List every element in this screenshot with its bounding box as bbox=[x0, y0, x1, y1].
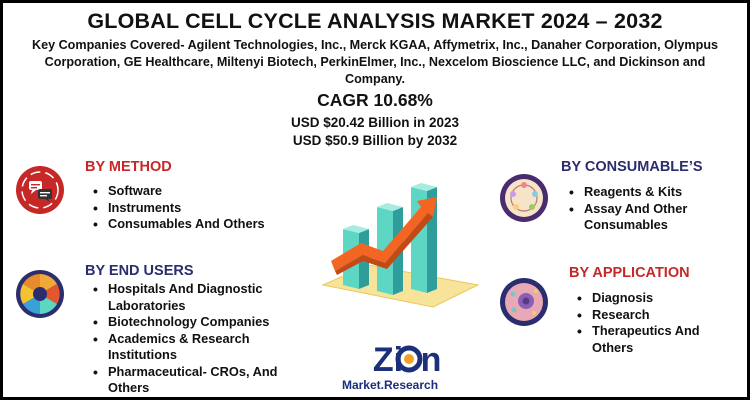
segment-title-application: BY APPLICATION bbox=[569, 265, 690, 281]
list-item: Consumables And Others bbox=[93, 216, 265, 233]
cell-icon bbox=[499, 277, 549, 327]
page-title: GLOBAL CELL CYCLE ANALYSIS MARKET 2024 –… bbox=[87, 9, 663, 33]
list-item: Software bbox=[93, 183, 265, 200]
market-value-2023: USD $20.42 Billion in 2023 bbox=[290, 115, 460, 130]
list-item: Assay And Other Consumables bbox=[569, 201, 734, 234]
method-list: Software Instruments Consumables And Oth… bbox=[93, 183, 265, 233]
cell-cycle-icon bbox=[499, 173, 549, 223]
application-list: Diagnosis Research Therapeutics And Othe… bbox=[577, 290, 737, 356]
list-item: Biotechnology Companies bbox=[93, 314, 308, 331]
key-companies-text: Key Companies Covered- Agilent Technolog… bbox=[31, 38, 719, 86]
end-users-list: Hospitals And Diagnostic Laboratories Bi… bbox=[93, 281, 308, 397]
list-item: Pharmaceutical- CROs, And Others bbox=[93, 364, 308, 397]
svg-text:n: n bbox=[421, 341, 442, 379]
market-value-2032: USD $50.9 Billion by 2032 bbox=[292, 133, 458, 148]
consumables-list: Reagents & Kits Assay And Other Consumab… bbox=[569, 184, 734, 234]
list-item: Therapeutics And Others bbox=[577, 323, 737, 356]
list-item: Academics & Research Institutions bbox=[93, 331, 308, 364]
list-item: Diagnosis bbox=[577, 290, 737, 307]
list-item: Instruments bbox=[93, 200, 265, 217]
svg-text:Market.Research: Market.Research bbox=[342, 378, 438, 392]
segment-title-consumables: BY CONSUMABLE’S bbox=[561, 159, 703, 175]
growth-bar-graphic bbox=[321, 183, 480, 308]
segment-title-method: BY METHOD bbox=[85, 159, 172, 175]
segment-title-end-users: BY END USERS bbox=[85, 263, 194, 279]
list-item: Reagents & Kits bbox=[569, 184, 734, 201]
dial-puzzle-icon bbox=[15, 269, 65, 319]
chat-bubbles-icon bbox=[15, 165, 65, 215]
list-item: Hospitals And Diagnostic Laboratories bbox=[93, 281, 308, 314]
infographic-panel: GLOBAL CELL CYCLE ANALYSIS MARKET 2024 –… bbox=[3, 3, 747, 397]
list-item: Research bbox=[577, 307, 737, 324]
zion-logo: Zi n Market.Research bbox=[333, 339, 443, 395]
cagr-value: CAGR 10.68% bbox=[317, 90, 433, 110]
